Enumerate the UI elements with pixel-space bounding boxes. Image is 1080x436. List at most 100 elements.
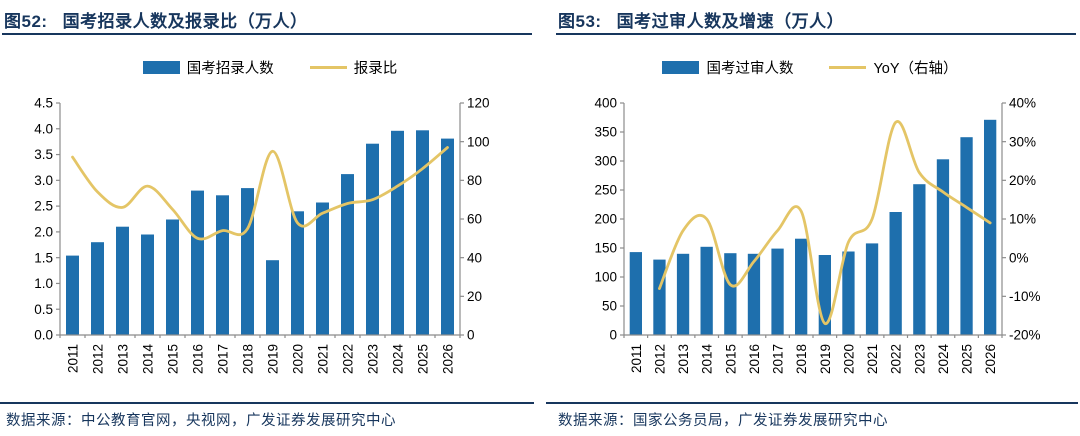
- bar: [842, 251, 855, 335]
- bar: [266, 260, 279, 335]
- bar: [291, 211, 304, 335]
- bar: [700, 246, 713, 335]
- right-axis-tick-label: 0%: [1009, 250, 1029, 265]
- axes: [620, 102, 1006, 338]
- right-axis-tick-label: 20%: [1009, 173, 1036, 188]
- line-series: [71, 146, 449, 241]
- x-axis-tick-label: 2016: [747, 344, 762, 374]
- bar: [865, 243, 879, 335]
- axes: [56, 102, 464, 338]
- bar: [191, 190, 204, 335]
- left-axis-tick-label: 0.0: [34, 328, 53, 343]
- right-axis-tick-label: 0: [467, 328, 475, 343]
- x-axis-tick-label: 2024: [936, 344, 951, 375]
- bar: [391, 130, 404, 335]
- left-axis-tick-label: 0: [609, 328, 617, 343]
- bar: [771, 248, 784, 335]
- x-axis-tick-label: 2012: [652, 344, 667, 374]
- bar: [91, 242, 104, 335]
- figure-number: 图52:: [4, 12, 48, 31]
- bar: [676, 253, 690, 335]
- right-axis-tick-label: 100: [467, 134, 490, 149]
- left-axis-tick-label: 100: [594, 270, 617, 285]
- right-axis-tick-label: -20%: [1009, 328, 1041, 343]
- x-axis-tick-label: 2014: [700, 344, 715, 375]
- left-axis-tick-label: 1.5: [34, 250, 53, 265]
- figure-53-panel: 图53: 国考过审人数及增速（万人） 国考过审人数 YoY（右轴） 0 50 100 1…: [540, 0, 1080, 436]
- left-axis-tick-label: 350: [594, 125, 617, 140]
- bar: [441, 138, 454, 335]
- right-axis-tick-label: -10%: [1009, 289, 1041, 304]
- axis-labels: 0.0 0.5 1.0 1.5 2.0 2.5 3.0 3.5 4.0 4.5 0 20 40 60 80 1…: [34, 96, 489, 374]
- combo-chart-approved: 0 50 100 150 200 250 300 350 400 -20% -10% 0% 10% 20%…: [594, 96, 1040, 374]
- axis-labels: 0 50 100 150 200 250 300 350 400 -20% -10% 0% 10% 20%…: [594, 96, 1040, 374]
- bar: [241, 188, 254, 335]
- figure-title: 图53: 国考过审人数及增速（万人）: [558, 7, 844, 32]
- x-axis-tick-label: 2017: [771, 344, 786, 374]
- x-axis-tick-label: 2012: [91, 344, 106, 374]
- x-axis-tick-label: 2023: [912, 344, 927, 374]
- x-axis-tick-label: 2021: [865, 344, 880, 374]
- x-axis-tick-label: 2025: [416, 344, 431, 374]
- x-axis-tick-label: 2020: [841, 344, 856, 374]
- bar: [116, 226, 129, 335]
- bar: [416, 130, 429, 335]
- bar-series: [629, 119, 997, 335]
- figure-title-text: 国考过审人数及增速（万人）: [616, 12, 845, 31]
- title-underline: [556, 33, 1076, 35]
- right-axis-tick-label: 120: [467, 96, 490, 111]
- x-axis-tick-label: 2026: [441, 344, 456, 374]
- bar: [936, 159, 950, 335]
- left-axis-tick-label: 250: [594, 183, 617, 198]
- right-axis-tick-label: 10%: [1009, 212, 1036, 227]
- right-axis-tick-label: 30%: [1009, 134, 1036, 149]
- x-axis-tick-label: 2025: [960, 344, 975, 374]
- divider: [546, 402, 1078, 404]
- divider: [0, 402, 534, 404]
- source-note: 数据来源：国家公务员局，广发证券发展研究中心: [558, 413, 888, 429]
- left-axis-tick-label: 4.5: [34, 96, 53, 111]
- bar: [653, 259, 666, 335]
- legend-item-bar: 国考过审人数: [662, 57, 793, 78]
- legend-item-line: YoY（右轴）: [829, 57, 958, 78]
- legend-label: 国考过审人数: [706, 61, 794, 77]
- left-axis-tick-label: 2.5: [34, 199, 53, 214]
- bar: [166, 219, 179, 335]
- bar: [795, 238, 808, 335]
- left-axis-tick-label: 50: [602, 299, 617, 314]
- source-note: 数据来源：中公教育官网，央视网，广发证券发展研究中心: [6, 413, 396, 429]
- legend-item-line: 报录比: [309, 57, 397, 78]
- figure-52-panel: 图52: 国考招录人数及报录比（万人） 国考招录人数 报录比 0.0 0.5 1.0 1…: [0, 12, 534, 429]
- bar-swatch-icon: [662, 61, 700, 74]
- left-axis-tick-label: 3.5: [34, 147, 53, 162]
- bar: [629, 252, 642, 335]
- bar-swatch-icon: [142, 61, 180, 74]
- bar: [341, 174, 354, 335]
- bar: [216, 195, 229, 335]
- right-axis-tick-label: 40: [467, 250, 482, 265]
- x-axis-tick-label: 2018: [794, 344, 809, 374]
- left-axis-tick-label: 3.0: [34, 173, 53, 188]
- legend-label: YoY（右轴）: [873, 61, 958, 77]
- legend-item-bar: 国考招录人数: [142, 57, 274, 78]
- x-axis-tick-label: 2013: [676, 344, 691, 374]
- x-axis-tick-label: 2020: [291, 344, 306, 374]
- left-axis-tick-label: 150: [594, 241, 617, 256]
- right-axis-tick-label: 60: [467, 212, 482, 227]
- title-underline: [2, 33, 532, 35]
- bar: [960, 137, 973, 335]
- x-axis-tick-label: 2022: [341, 344, 356, 374]
- bar: [141, 234, 154, 335]
- right-axis-tick-label: 80: [467, 173, 482, 188]
- bar: [366, 143, 379, 335]
- x-axis-tick-label: 2014: [141, 344, 156, 375]
- line-series: [658, 120, 992, 325]
- bar: [913, 184, 926, 335]
- left-axis-tick-label: 2.0: [34, 224, 53, 239]
- x-axis-tick-label: 2015: [166, 344, 181, 374]
- x-axis-tick-label: 2015: [723, 344, 738, 374]
- x-axis-tick-label: 2017: [216, 344, 231, 374]
- bar: [747, 253, 761, 335]
- figure-number: 图53:: [558, 12, 602, 31]
- bar: [724, 253, 737, 335]
